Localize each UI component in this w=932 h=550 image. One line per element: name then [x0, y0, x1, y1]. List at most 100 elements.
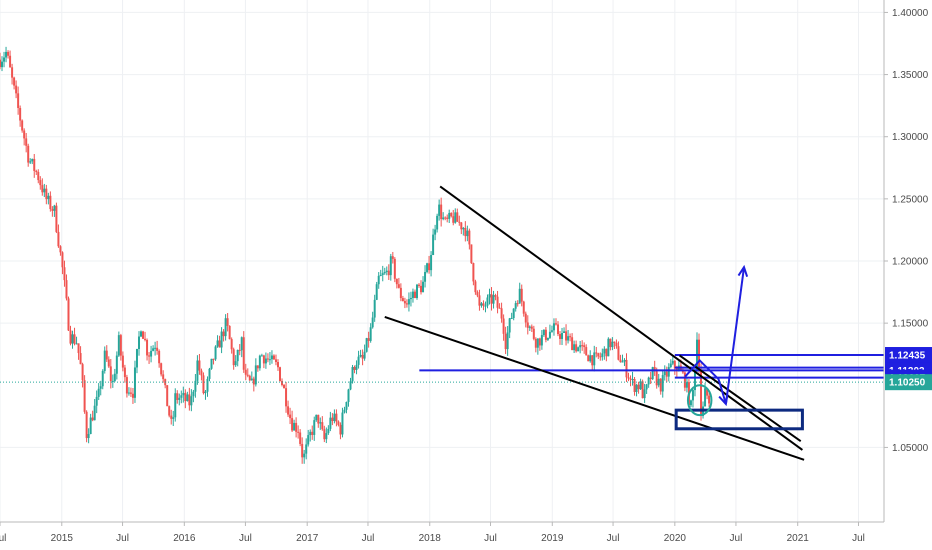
- candle-body: [393, 258, 396, 279]
- candle-body: [573, 344, 576, 351]
- candle-body: [35, 170, 38, 172]
- y-tick-label: 1.15000: [892, 319, 929, 330]
- x-tick-label: 2018: [419, 533, 442, 544]
- candle-body: [454, 212, 457, 223]
- candle-body: [639, 381, 642, 390]
- candle-body: [250, 378, 253, 381]
- candle-body: [180, 395, 183, 398]
- candle-body: [77, 343, 80, 354]
- candle-body: [585, 347, 588, 356]
- candle-body: [210, 358, 213, 369]
- candle-body: [274, 359, 277, 363]
- candle-body: [420, 285, 423, 293]
- candle-body: [190, 396, 193, 406]
- candle-body: [663, 371, 666, 376]
- candle-body: [430, 255, 433, 271]
- candle-body: [379, 274, 382, 276]
- candle-body: [13, 77, 16, 86]
- candle-body: [295, 422, 298, 432]
- candle-body: [0, 59, 1, 68]
- candle-body: [488, 294, 491, 298]
- candle-body: [440, 204, 443, 220]
- candle-body: [399, 287, 402, 299]
- candle-body: [71, 334, 74, 344]
- candle-body: [89, 417, 92, 434]
- candle-body: [47, 195, 50, 200]
- candle-body: [327, 428, 330, 434]
- candle-body: [482, 303, 485, 306]
- candle-body: [371, 317, 374, 328]
- candle-body: [478, 295, 481, 306]
- candle-body: [142, 331, 145, 339]
- candle-body: [492, 295, 495, 304]
- x-tick-label: Jul: [116, 533, 129, 544]
- candle-body: [15, 85, 18, 94]
- candle-body: [534, 338, 537, 348]
- candle-body: [75, 343, 78, 345]
- x-tick-label: 2021: [787, 533, 810, 544]
- candle-body: [140, 331, 143, 337]
- candle-body: [287, 406, 290, 415]
- candle-body: [637, 384, 640, 390]
- candle-body: [438, 204, 441, 216]
- candle-body: [152, 348, 155, 351]
- candle-body: [552, 323, 555, 331]
- candle-body: [317, 414, 320, 424]
- candle-body: [65, 280, 68, 299]
- candle-body: [202, 375, 205, 394]
- candle-body: [506, 332, 509, 350]
- candle-body: [494, 295, 497, 297]
- price-badge-label: 1.12435: [889, 351, 926, 362]
- chart-drawings: [384, 185, 884, 461]
- candle-body: [5, 51, 8, 58]
- candle-body: [581, 345, 584, 347]
- candle-body: [649, 377, 652, 380]
- x-tick-label: Jul: [484, 533, 497, 544]
- candle-body: [315, 414, 318, 421]
- candle-body: [200, 370, 203, 376]
- y-tick-label: 1.20000: [892, 257, 929, 268]
- candle-body: [450, 212, 453, 217]
- candle-body: [93, 405, 96, 421]
- candle-body: [69, 330, 72, 344]
- candle-body: [246, 374, 249, 376]
- candle-body: [395, 278, 398, 285]
- candle-body: [514, 303, 517, 309]
- y-tick-label: 1.35000: [892, 70, 929, 81]
- candle-body: [33, 158, 36, 171]
- candle-body: [605, 348, 608, 357]
- candle-body: [422, 281, 425, 293]
- candle-body: [117, 335, 120, 356]
- candle-body: [244, 369, 247, 375]
- trendline: [384, 315, 805, 461]
- trendline: [439, 185, 804, 451]
- price-badge: [885, 374, 932, 391]
- candle-body: [232, 349, 235, 366]
- candle-body: [609, 338, 612, 348]
- candle-body: [593, 352, 596, 366]
- candle-body: [79, 353, 82, 365]
- candle-body: [546, 337, 549, 340]
- candle-body: [343, 409, 346, 413]
- candle-body: [548, 331, 551, 338]
- candle-body: [508, 318, 511, 333]
- candle-body: [95, 396, 98, 406]
- candle-body: [256, 365, 259, 369]
- candle-body: [270, 355, 273, 360]
- candle-body: [129, 392, 132, 394]
- candle-body: [401, 298, 404, 302]
- candle-body: [67, 298, 70, 331]
- candle-body: [156, 347, 159, 351]
- candle-body: [293, 422, 296, 431]
- candle-body: [470, 244, 473, 264]
- candle-body: [510, 318, 513, 320]
- candle-body: [635, 384, 638, 392]
- candle-body: [39, 180, 42, 186]
- candle-body: [567, 336, 570, 341]
- candle-body: [99, 386, 102, 389]
- candle-body: [643, 389, 646, 399]
- price-badge-label: 1.10250: [889, 378, 926, 389]
- candle-body: [260, 355, 263, 357]
- candle-body: [216, 340, 219, 347]
